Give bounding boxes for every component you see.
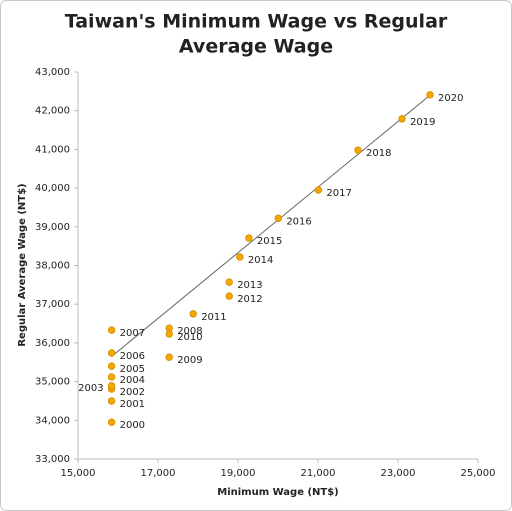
x-tick-label: 15,000: [61, 468, 96, 479]
point-label: 2009: [177, 355, 202, 366]
y-tick-label: 38,000: [35, 261, 70, 272]
trendline: [111, 94, 431, 357]
x-tick-label: 17,000: [141, 468, 176, 479]
point-label: 2004: [120, 375, 145, 386]
y-tick-label: 36,000: [35, 338, 70, 349]
point-label: 2003: [78, 383, 103, 394]
data-point: [165, 353, 173, 361]
data-point: [245, 234, 253, 242]
data-point: [398, 115, 406, 123]
data-point: [107, 349, 116, 357]
data-point: [107, 397, 116, 405]
data-point: [354, 146, 362, 154]
y-tick-label: 39,000: [35, 222, 70, 233]
y-tick-label: 35,000: [35, 377, 70, 388]
y-tick-label: 33,000: [35, 454, 70, 465]
y-tick-label: 43,000: [35, 67, 70, 78]
y-tick-label: 42,000: [35, 106, 70, 117]
point-label: 2018: [366, 148, 391, 159]
y-tick-label: 34,000: [35, 415, 70, 426]
point-label: 2000: [120, 420, 145, 431]
x-axis-title: Minimum Wage (NT$): [217, 487, 339, 498]
data-point: [107, 362, 116, 370]
x-tick-label: 25,000: [461, 468, 496, 479]
y-tick-label: 41,000: [35, 144, 70, 155]
x-tick-label: 23,000: [381, 468, 416, 479]
chart-title: Taiwan's Minimum Wage vs Regular: [65, 11, 448, 33]
chart-title: Average Wage: [179, 36, 333, 58]
x-tick-label: 21,000: [301, 468, 336, 479]
point-label: 2001: [120, 399, 145, 410]
data-point: [165, 330, 173, 338]
data-point: [107, 326, 116, 334]
data-point: [107, 382, 116, 390]
data-point: [107, 418, 116, 426]
point-label: 2007: [120, 328, 145, 339]
point-label: 2010: [177, 332, 202, 343]
y-axis-title: Regular Average Wage (NT$): [17, 183, 28, 346]
point-label: 2020: [438, 93, 463, 104]
point-label: 2008: [177, 326, 202, 337]
data-point: [107, 373, 116, 381]
point-label: 2013: [237, 280, 262, 291]
point-label: 2016: [286, 216, 311, 227]
point-label: 2014: [248, 255, 273, 266]
data-point: [189, 310, 197, 318]
point-label: 2015: [257, 236, 282, 247]
point-label: 2005: [120, 364, 145, 375]
y-tick-label: 37,000: [35, 299, 70, 310]
x-tick-label: 19,000: [221, 468, 256, 479]
point-label: 2011: [201, 312, 226, 323]
data-point: [314, 186, 323, 194]
point-label: 2002: [120, 387, 145, 398]
point-label: 2006: [120, 351, 145, 362]
data-point: [225, 278, 233, 286]
data-point: [236, 253, 244, 261]
data-point: [426, 91, 434, 99]
y-tick-label: 40,000: [35, 183, 70, 194]
data-point: [225, 292, 233, 300]
point-label: 2017: [326, 188, 351, 199]
point-label: 2019: [410, 117, 435, 128]
point-label: 2012: [237, 294, 262, 305]
data-point: [274, 214, 283, 222]
